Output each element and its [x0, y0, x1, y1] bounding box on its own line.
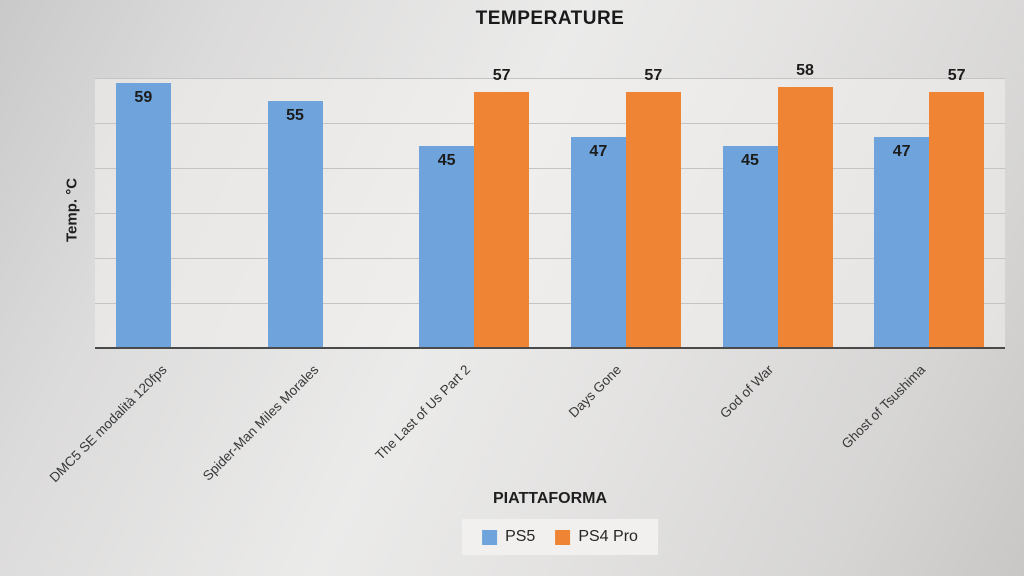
- category-label-anchor: God of War: [697, 362, 776, 421]
- bar-ps5-5: [874, 136, 930, 348]
- category-label: Days Gone: [566, 362, 625, 421]
- chart-title: TEMPERATURE: [475, 8, 625, 29]
- plot-area: 59 DMC5 SE modalità 120fps 55 Spider-Man Mi…: [46, 62, 1005, 485]
- y-axis-title: Temp. °C: [63, 177, 81, 243]
- category-label: The Last of Us Part 2: [371, 362, 473, 463]
- category-label: DMC5 SE modalità 120fps: [46, 362, 170, 486]
- gridline: [95, 168, 1005, 169]
- bar-ps5-4: [722, 145, 778, 348]
- gridline: [95, 78, 1005, 79]
- x-axis-line: [95, 347, 1005, 349]
- data-label: 55: [286, 106, 304, 124]
- category-label-anchor: The Last of Us Part 2: [335, 362, 473, 463]
- data-label: 57: [492, 66, 511, 84]
- data-label: 58: [796, 62, 814, 79]
- legend-label: PS4 Pro: [578, 528, 638, 545]
- legend-item-ps5: PS5: [482, 528, 535, 546]
- data-label: 57: [947, 66, 966, 84]
- legend-swatch-icon: [482, 529, 498, 545]
- bar-ps5-0: [115, 82, 171, 348]
- gridline: [95, 123, 1005, 124]
- legend-swatch-icon: [555, 529, 571, 545]
- category-label: Ghost of Tsushima: [838, 362, 928, 452]
- category-label-anchor: Spider-Man Miles Morales: [154, 362, 321, 483]
- data-label: 45: [741, 151, 759, 169]
- category-label-anchor: Days Gone: [546, 362, 624, 420]
- bar-ps4-pro-3: [625, 91, 681, 348]
- bar-ps5-3: [570, 136, 626, 348]
- legend-item-ps4-pro: PS4 Pro: [555, 528, 638, 546]
- legend: PS5 PS4 Pro: [462, 519, 658, 555]
- x-axis-title: PIATTAFORMA: [492, 490, 608, 507]
- category-label-anchor: DMC5 SE modalità 120fps: [0, 362, 169, 485]
- data-label: 47: [892, 142, 911, 160]
- bar-ps4-pro-5: [929, 91, 985, 348]
- data-label: 59: [134, 88, 153, 106]
- category-label-anchor: Ghost of Tsushima: [806, 362, 927, 451]
- category-label: Spider-Man Miles Morales: [199, 362, 322, 484]
- gridline: [95, 258, 1005, 259]
- data-label: 45: [437, 151, 456, 169]
- bar-ps4-pro-4: [777, 87, 833, 348]
- bar-ps5-1: [267, 100, 323, 348]
- data-label: 57: [644, 66, 663, 84]
- bar-ps5-2: [419, 145, 475, 348]
- category-label: God of War: [717, 362, 777, 422]
- legend-label: PS5: [505, 528, 536, 545]
- gridline: [95, 213, 1005, 214]
- data-label: 47: [589, 142, 608, 160]
- bar-ps4-pro-2: [474, 91, 530, 348]
- gridline: [95, 303, 1005, 304]
